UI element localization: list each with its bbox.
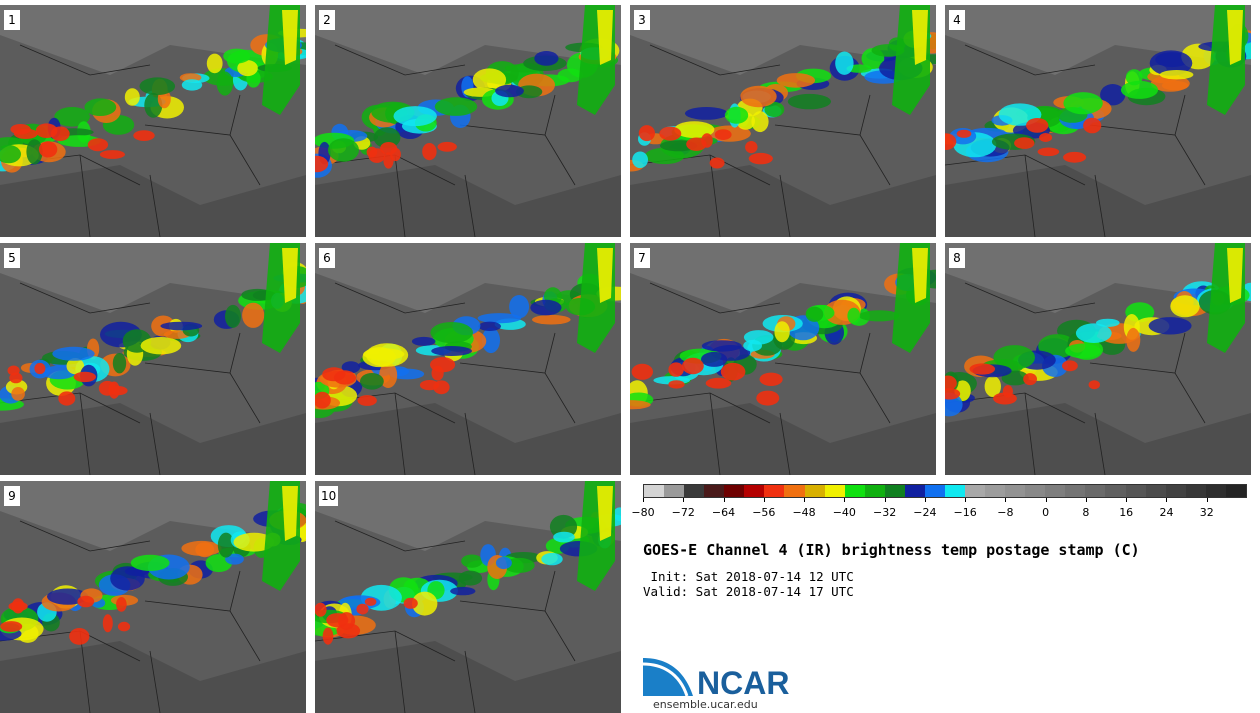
member-panel: 1 xyxy=(0,5,306,237)
ir-map xyxy=(315,5,621,237)
colorbar-tick xyxy=(965,498,967,502)
ir-map xyxy=(0,243,306,475)
colorbar-swatch xyxy=(1205,485,1226,497)
colorbar-tick xyxy=(643,498,644,502)
valid-time: Valid: Sat 2018-07-14 17 UTC xyxy=(643,584,854,599)
colorbar-tick-label: −32 xyxy=(872,506,897,519)
colorbar-tick xyxy=(884,498,886,502)
member-number-label: 2 xyxy=(319,10,335,30)
colorbar-tick xyxy=(1085,498,1087,502)
member-number-label: 9 xyxy=(4,486,20,506)
colorbar-tick xyxy=(1005,498,1007,502)
colorbar-swatch xyxy=(744,485,765,497)
colorbar-swatch xyxy=(724,485,745,497)
ir-map xyxy=(630,5,936,237)
colorbar-swatch xyxy=(784,485,805,497)
colorbar-swatch xyxy=(804,485,825,497)
member-panel: 2 xyxy=(315,5,621,237)
ncar-wordmark: NCAR xyxy=(697,665,789,698)
colorbar-swatch xyxy=(644,485,665,497)
member-number-label: 10 xyxy=(319,486,339,506)
colorbar-swatch xyxy=(704,485,725,497)
member-number-label: 8 xyxy=(949,248,965,268)
colorbar-swatch xyxy=(1065,485,1086,497)
colorbar-tick xyxy=(804,498,806,502)
colorbar-tick-label: −24 xyxy=(913,506,937,519)
colorbar-tick xyxy=(1126,498,1128,502)
colorbar-tick-label: −48 xyxy=(792,506,816,519)
colorbar-tick-label: −72 xyxy=(671,506,695,519)
colorbar-swatch xyxy=(864,485,885,497)
member-number-label: 7 xyxy=(634,248,650,268)
member-number-label: 4 xyxy=(949,10,965,30)
colorbar-tick-label: 24 xyxy=(1159,506,1174,519)
colorbar-swatch xyxy=(1085,485,1106,497)
member-panel: 8 xyxy=(945,243,1251,475)
ncar-logo: NCAR xyxy=(643,658,789,698)
colorbar-tick-label: −64 xyxy=(711,506,736,519)
colorbar-tick xyxy=(1166,498,1168,502)
colorbar-swatch xyxy=(1165,485,1186,497)
colorbar-swatch xyxy=(884,485,905,497)
colorbar-swatch xyxy=(965,485,986,497)
colorbar-swatch xyxy=(985,485,1006,497)
colorbar-swatch xyxy=(844,485,865,497)
colorbar-swatch xyxy=(1025,485,1046,497)
colorbar-tick-label: −40 xyxy=(832,506,856,519)
colorbar-swatch xyxy=(824,485,845,497)
colorbar-swatch xyxy=(904,485,925,497)
colorbar-swatch xyxy=(1185,485,1206,497)
member-panel: 4 xyxy=(945,5,1251,237)
colorbar-tick-label: 16 xyxy=(1119,506,1134,519)
colorbar-swatch xyxy=(684,485,705,497)
ir-map xyxy=(0,5,306,237)
colorbar-tick xyxy=(683,498,685,502)
colorbar-swatch xyxy=(1105,485,1126,497)
member-number-label: 6 xyxy=(319,248,335,268)
colorbar-tick xyxy=(1045,498,1047,502)
colorbar-tick-label: −8 xyxy=(997,506,1014,519)
colorbar-swatch xyxy=(664,485,685,497)
colorbar-tick-label: 8 xyxy=(1082,506,1090,519)
colorbar-tick-label: −16 xyxy=(953,506,977,519)
member-panel: 6 xyxy=(315,243,621,475)
colorbar-tick xyxy=(924,498,926,502)
colorbar-tick-label: −56 xyxy=(752,506,776,519)
member-number-label: 3 xyxy=(634,10,650,30)
ir-map xyxy=(630,243,936,475)
ir-map xyxy=(945,5,1251,237)
colorbar-swatch xyxy=(1145,485,1166,497)
ir-map xyxy=(315,481,621,713)
colorbar-swatch xyxy=(1225,485,1246,497)
colorbar-tick xyxy=(844,498,846,502)
ir-map xyxy=(0,481,306,713)
colorbar-tick xyxy=(763,498,765,502)
colorbar-swatch xyxy=(1125,485,1146,497)
colorbar-tick-label: 32 xyxy=(1199,506,1214,519)
member-panel: 7 xyxy=(630,243,936,475)
colorbar-swatch xyxy=(944,485,965,497)
colorbar-swatch xyxy=(1045,485,1066,497)
ir-map xyxy=(315,243,621,475)
colorbar xyxy=(643,484,1247,498)
colorbar-swatch xyxy=(924,485,945,497)
member-panel: 3 xyxy=(630,5,936,237)
figure-title: GOES-E Channel 4 (IR) brightness temp po… xyxy=(643,541,1140,559)
member-panel: 10 xyxy=(315,481,621,713)
member-panel: 5 xyxy=(0,243,306,475)
colorbar-tick-label: −80 xyxy=(631,506,655,519)
site-url: ensemble.ucar.edu xyxy=(653,698,758,711)
init-time: Init: Sat 2018-07-14 12 UTC xyxy=(643,569,854,584)
colorbar-tick-label: 0 xyxy=(1042,506,1050,519)
ir-map xyxy=(945,243,1251,475)
colorbar-swatch xyxy=(764,485,785,497)
member-panel: 9 xyxy=(0,481,306,713)
member-number-label: 1 xyxy=(4,10,20,30)
colorbar-ticks: −80 −72 −64 −56 −48 −40 −32 −24 −16 −8 0 8 16 24 32 xyxy=(631,498,1247,519)
member-number-label: 5 xyxy=(4,248,20,268)
colorbar-swatch xyxy=(1005,485,1026,497)
colorbar-tick xyxy=(1206,498,1208,502)
colorbar-tick xyxy=(723,498,725,502)
